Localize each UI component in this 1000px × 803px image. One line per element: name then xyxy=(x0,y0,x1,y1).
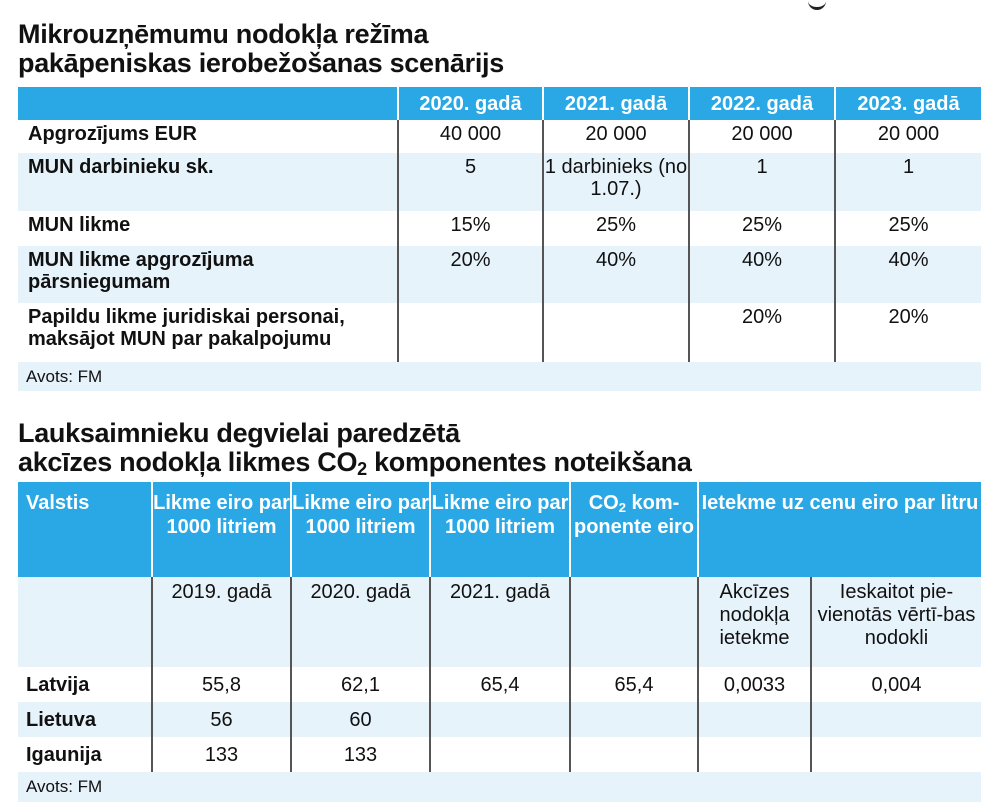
table-row: MUN darbinieku sk. 5 1 darbinieks (no 1.… xyxy=(18,153,981,211)
table-cell: 40 000 xyxy=(397,120,543,153)
table2-title-subscript: 2 xyxy=(357,459,367,479)
table2-subheader-2019: 2019. gadā xyxy=(151,577,291,667)
table-row: MUN likme 15% 25% 25% 25% xyxy=(18,211,981,246)
row-label: Apgrozījums EUR xyxy=(28,123,197,145)
table2-title-line2-pre: akcīzes nodokļa likmes CO xyxy=(18,447,358,477)
table-cell xyxy=(697,702,811,737)
table-cell: 20 000 xyxy=(688,120,835,153)
table2-header-rate-2019: Likme eiro par 1000 litriem xyxy=(151,482,291,577)
table-cell: 25% xyxy=(542,211,689,246)
table-cell: 1 xyxy=(834,153,981,211)
row-label: Lietuva xyxy=(18,702,152,737)
table-cell xyxy=(697,737,811,772)
table-cell: 20 000 xyxy=(834,120,981,153)
table1-header-2021: 2021. gadā xyxy=(542,87,689,120)
row-label: Latvija xyxy=(26,673,90,696)
table-cell: 56 xyxy=(151,702,291,737)
table1-header-2020: 2020. gadā xyxy=(397,87,543,120)
table-cell: 20% xyxy=(397,246,543,303)
table-cell: 0,0033 xyxy=(697,667,811,702)
table-cell: 1 darbinieks (no 1.07.) xyxy=(542,153,689,211)
table2-title-line1: Lauksaimnieku degvielai paredzētā xyxy=(18,418,460,448)
table-cell: 20 000 xyxy=(542,120,689,153)
table1-header-2023: 2023. gadā xyxy=(834,87,981,120)
row-label: Igaunija xyxy=(26,743,102,766)
table-cell xyxy=(569,737,698,772)
table2-subheader-2021: 2021. gadā xyxy=(429,577,570,667)
table2-subheader-excise: Akcīzes nodokļa ietekme xyxy=(697,577,811,667)
row-label: Papildu likme juridiskai personai, maksā… xyxy=(28,306,345,350)
table1-title: Mikrouzņēmumu nodokļa režīma pakāpeniska… xyxy=(18,20,504,78)
table-cell: 40% xyxy=(834,246,981,303)
table2-header-rate-2020: Likme eiro par 1000 litriem xyxy=(290,482,430,577)
table2-header-co2: CO2 kom-ponente eiro xyxy=(569,482,698,577)
table-row: Papildu likme juridiskai personai, maksā… xyxy=(18,303,981,362)
table-cell: 133 xyxy=(151,737,291,772)
table-cell: 133 xyxy=(290,737,430,772)
table-cell xyxy=(397,303,543,362)
table-cell xyxy=(429,702,570,737)
table2-title-line2-post: komponentes noteikšana xyxy=(366,447,692,477)
table-cell xyxy=(569,702,698,737)
top-decoration xyxy=(808,0,826,10)
table-cell: 20% xyxy=(688,303,835,362)
row-label: MUN likme apgrozījuma pārsniegumam xyxy=(18,246,398,303)
table-cell: 25% xyxy=(834,211,981,246)
fuel-excise-table: Valstis Likme eiro par 1000 litriem Likm… xyxy=(18,482,981,802)
table-cell xyxy=(429,737,570,772)
table-cell xyxy=(810,737,981,772)
table-row: Apgrozījums EUR 40 000 20 000 20 000 20 … xyxy=(18,120,981,153)
table2-header-row: Valstis Likme eiro par 1000 litriem Likm… xyxy=(18,482,981,577)
table2-source: Avots: FM xyxy=(18,772,981,802)
table-cell: 60 xyxy=(290,702,430,737)
table-row: MUN likme apgrozījuma pārsniegumam 20% 4… xyxy=(18,246,981,303)
table2-header-rate-2021: Likme eiro par 1000 litriem xyxy=(429,482,570,577)
table2-subheader-2020: 2020. gadā xyxy=(290,577,430,667)
table2-title-line2: akcīzes nodokļa likmes CO2 komponentes n… xyxy=(18,447,692,479)
table2-subheader-vat: Ieskaitot pie-vienotās vērtī-bas nodokli xyxy=(810,577,981,667)
table1-header-empty xyxy=(18,87,398,120)
table-cell: 55,8 xyxy=(151,667,291,702)
table-cell: 25% xyxy=(688,211,835,246)
table-cell: 40% xyxy=(542,246,689,303)
table-cell: 65,4 xyxy=(569,667,698,702)
table1-source: Avots: FM xyxy=(18,362,981,391)
table-cell xyxy=(569,577,698,667)
table2-subheader-row: 2019. gadā 2020. gadā 2021. gadā Akcīzes… xyxy=(18,577,981,667)
co2-prefix: CO xyxy=(588,492,619,514)
table-cell: 15% xyxy=(397,211,543,246)
table1-header-2022: 2022. gadā xyxy=(688,87,835,120)
table-cell: 62,1 xyxy=(290,667,430,702)
table-row: Lietuva 56 60 xyxy=(18,702,981,737)
table2-header-country: Valstis xyxy=(18,482,152,577)
table-cell: 0,004 xyxy=(810,667,981,702)
table-cell: 5 xyxy=(397,153,543,211)
table1-title-line2: pakāpeniskas ierobežošanas scenārijs xyxy=(18,48,504,78)
table-cell: 65,4 xyxy=(429,667,570,702)
table2-header-impact: Ietekme uz cenu eiro par litru xyxy=(697,482,981,577)
microenterprise-tax-table: 2020. gadā 2021. gadā 2022. gadā 2023. g… xyxy=(18,87,981,391)
table-cell: 40% xyxy=(688,246,835,303)
table1-title-line1: Mikrouzņēmumu nodokļa režīma xyxy=(18,19,429,49)
table-cell: 1 xyxy=(688,153,835,211)
table-row: Latvija 55,8 62,1 65,4 65,4 0,0033 0,004 xyxy=(18,667,981,702)
co2-subscript: 2 xyxy=(618,500,626,515)
table2-title: Lauksaimnieku degvielai paredzētā akcīze… xyxy=(18,418,692,479)
row-label: MUN likme xyxy=(28,214,131,236)
table-cell xyxy=(810,702,981,737)
table-row: Igaunija 133 133 xyxy=(18,737,981,772)
table-cell xyxy=(18,577,152,667)
table1-header-row: 2020. gadā 2021. gadā 2022. gadā 2023. g… xyxy=(18,87,981,120)
co2-suffix: kom-ponente eiro xyxy=(573,492,694,538)
row-label: MUN darbinieku sk. xyxy=(18,153,398,211)
table-cell: 20% xyxy=(834,303,981,362)
table1-source-row: Avots: FM xyxy=(18,362,981,391)
table2-source-row: Avots: FM xyxy=(18,772,981,802)
table-cell xyxy=(542,303,689,362)
